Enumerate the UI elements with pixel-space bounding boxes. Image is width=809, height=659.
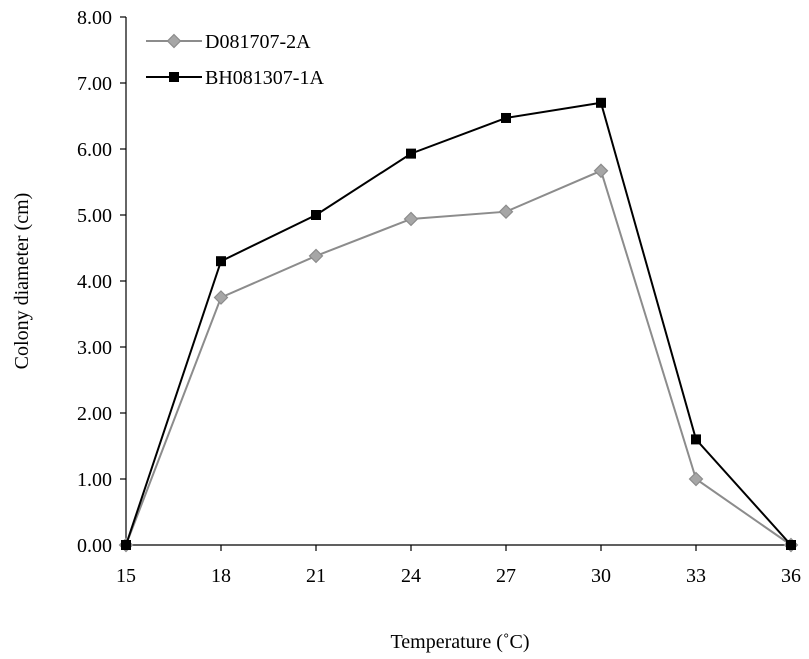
x-tick-label: 15	[116, 565, 136, 587]
data-point	[216, 256, 226, 267]
data-point	[403, 211, 419, 227]
data-point	[213, 290, 229, 305]
x-tick-label: 18	[211, 565, 231, 587]
data-point	[311, 210, 321, 220]
data-point	[593, 163, 609, 179]
legend-marker	[166, 33, 182, 49]
data-point	[688, 471, 704, 487]
y-tick-label: 3.00	[77, 337, 112, 359]
series-1	[121, 97, 796, 550]
series-line	[125, 169, 792, 546]
x-tick-label: 36	[781, 565, 801, 587]
series-layer	[118, 97, 799, 553]
legend-label: D081707-2A	[205, 31, 311, 53]
legend-entry: BH081307-1A	[146, 67, 324, 89]
data-point	[596, 97, 606, 108]
data-point	[691, 434, 701, 445]
data-point	[121, 540, 131, 550]
y-tick-label: 5.00	[77, 205, 112, 227]
y-tick-label: 2.00	[77, 403, 112, 425]
x-tick-label: 30	[591, 565, 611, 587]
x-axis-ticks: 15 18 21 24 27 30 33 36	[116, 545, 801, 587]
x-tick-label: 27	[496, 565, 516, 587]
legend: D081707-2A BH081307-1A	[146, 31, 324, 89]
data-point	[498, 204, 514, 220]
x-tick-label: 33	[686, 565, 706, 587]
data-point	[308, 248, 324, 264]
legend-label: BH081307-1A	[205, 67, 324, 89]
data-point	[786, 540, 796, 550]
legend-marker	[169, 72, 179, 82]
series-line	[125, 101, 792, 546]
y-tick-label: 0.00	[77, 535, 112, 557]
y-tick-label: 6.00	[77, 139, 112, 161]
x-tick-label: 24	[401, 565, 421, 587]
legend-entry: D081707-2A	[146, 31, 311, 53]
x-tick-label: 21	[306, 565, 326, 587]
data-point	[501, 112, 511, 123]
y-tick-label: 1.00	[77, 469, 112, 491]
x-axis-title: Temperature (˚C)	[390, 631, 529, 653]
data-point	[406, 148, 416, 159]
y-tick-label: 8.00	[77, 7, 112, 29]
series-0	[118, 163, 799, 553]
y-tick-label: 7.00	[77, 73, 112, 95]
y-axis-title: Colony diameter (cm)	[11, 193, 33, 370]
y-axis-ticks: 0.00 1.00 2.00 3.00 4.00 5.00 6.00 7.00 8.00	[77, 7, 126, 557]
y-tick-label: 4.00	[77, 271, 112, 293]
